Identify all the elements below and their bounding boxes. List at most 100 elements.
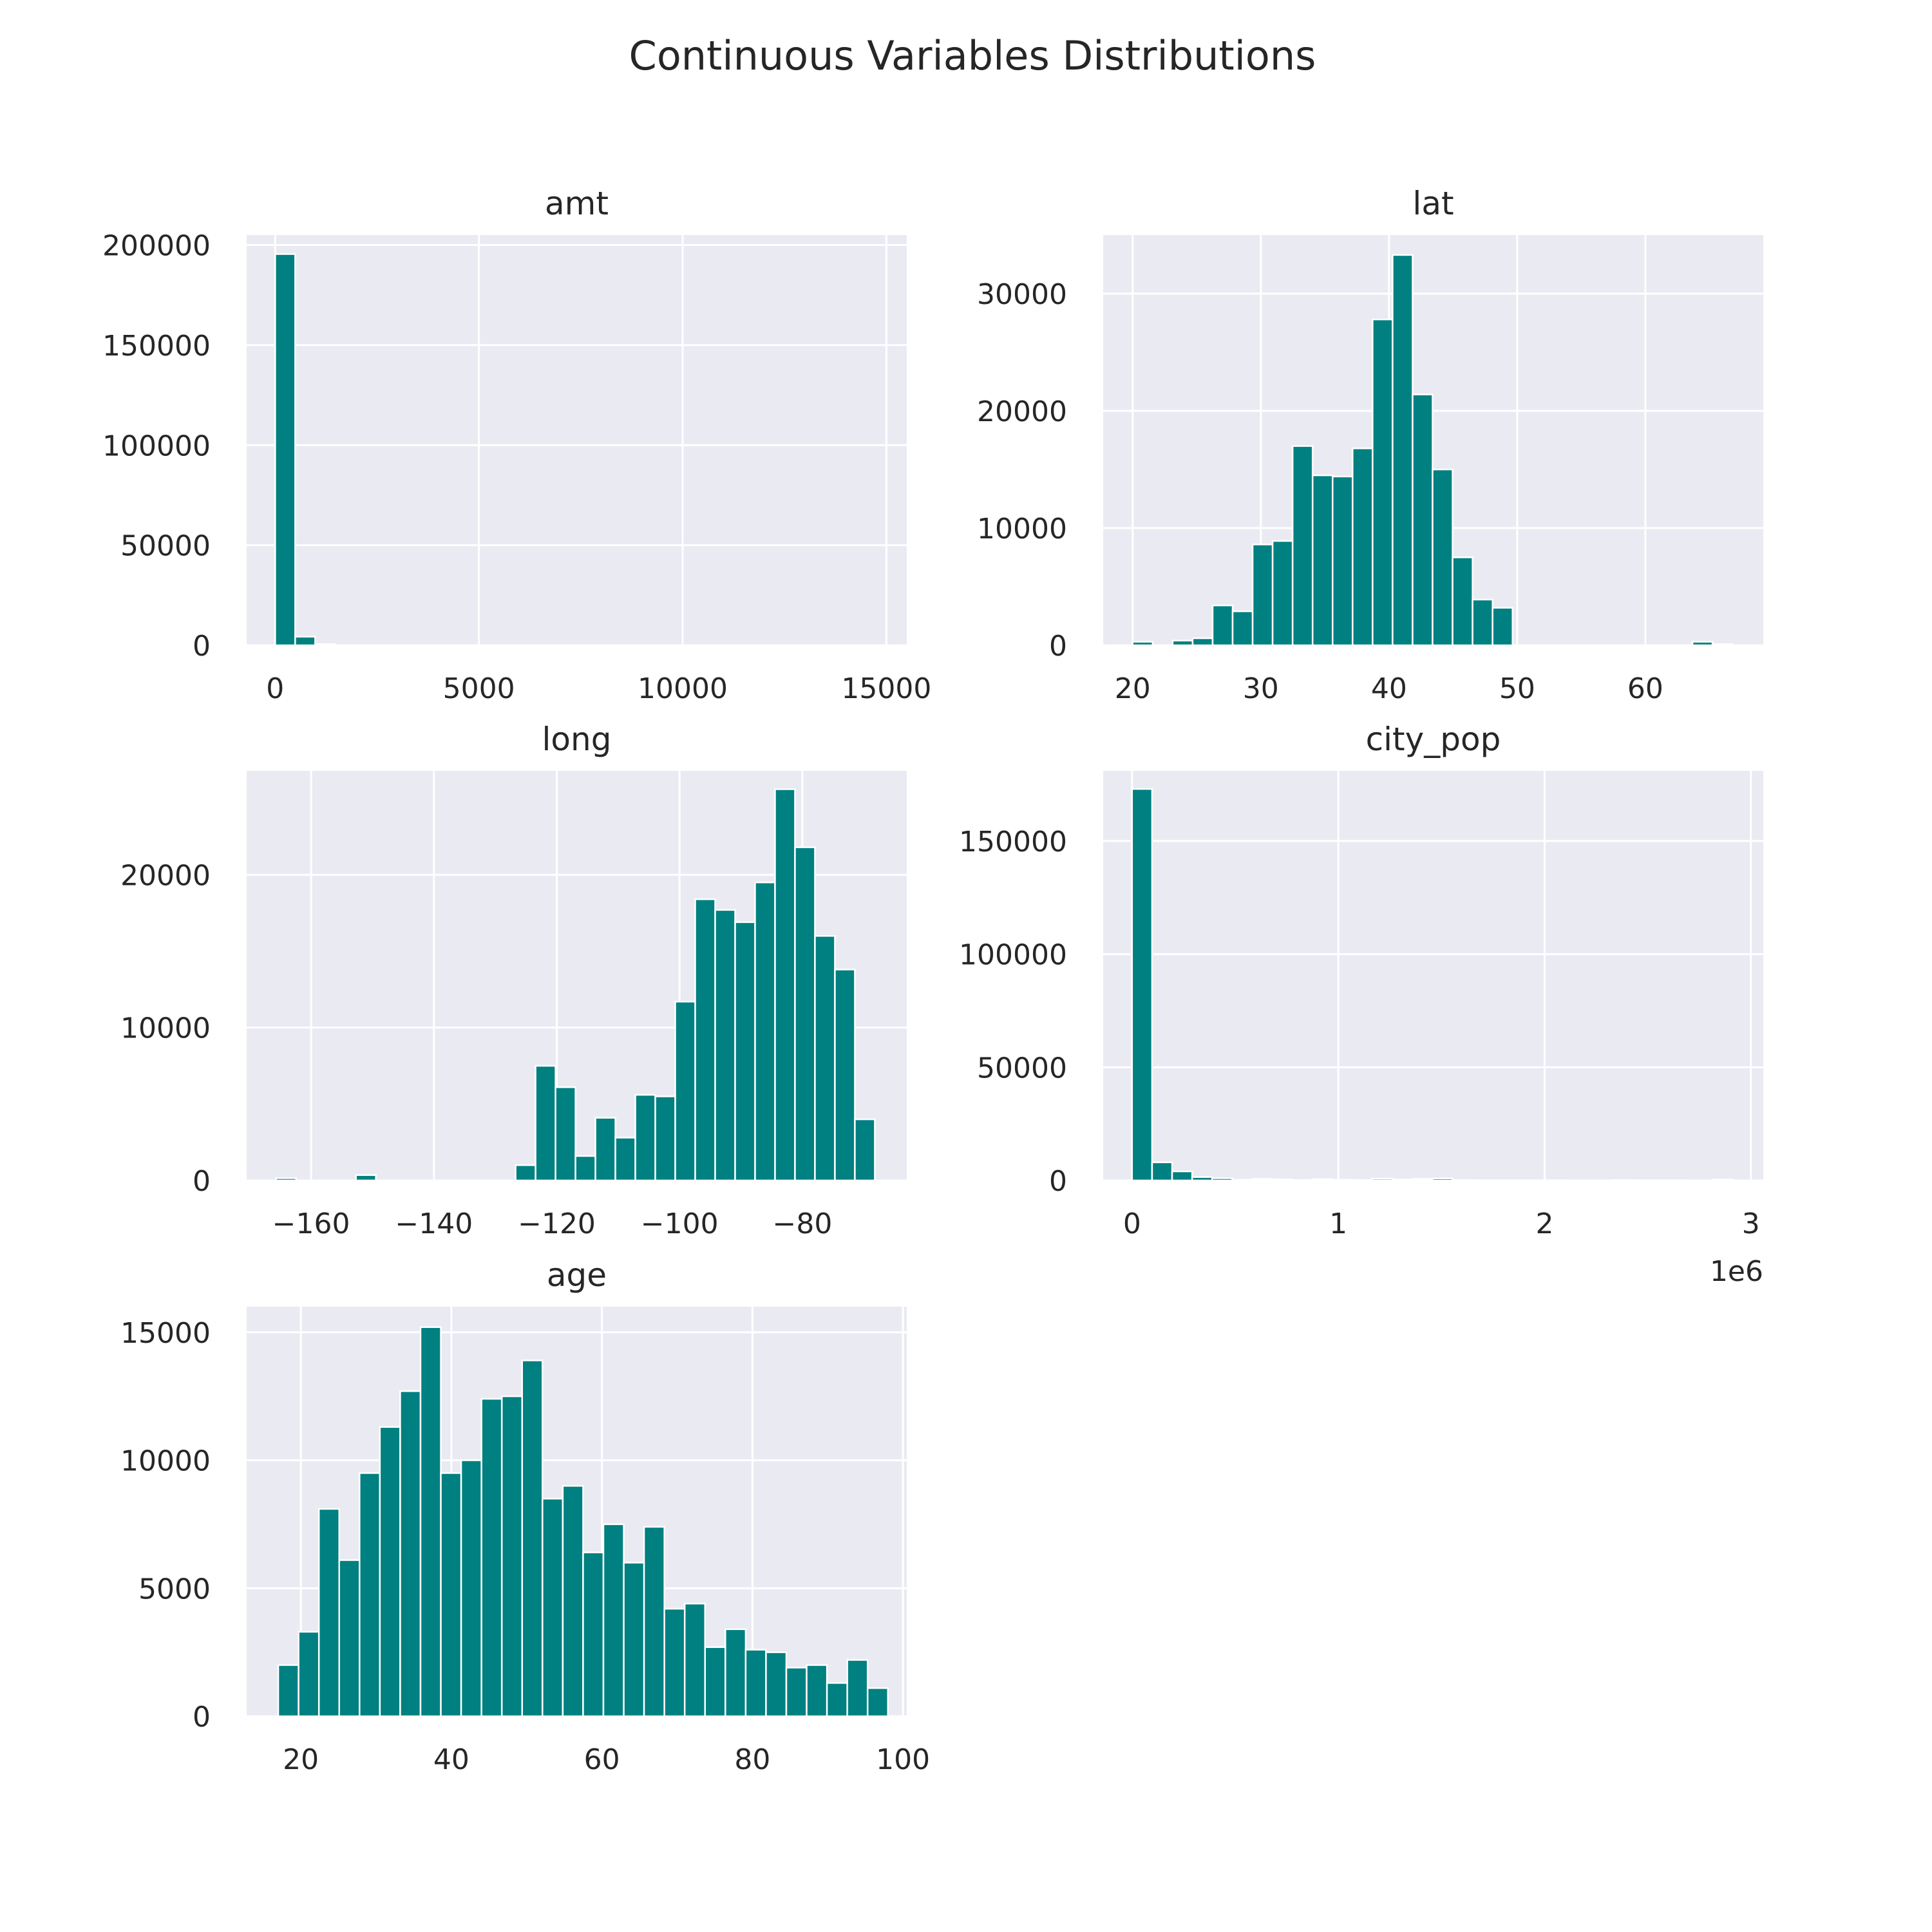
histogram-bar <box>1251 544 1274 647</box>
plot-area <box>247 235 907 645</box>
histogram-bar <box>338 1559 361 1718</box>
histogram-bar <box>294 636 316 647</box>
histogram-bar <box>515 1164 536 1182</box>
histogram-bar <box>724 1628 747 1718</box>
y-tick-label: 0 <box>193 630 211 663</box>
histogram-bar <box>694 898 716 1182</box>
x-tick-label: −160 <box>272 1208 350 1240</box>
histogram-bar <box>275 1177 298 1182</box>
x-tick-label: −140 <box>395 1208 473 1240</box>
histogram-bar <box>1271 1178 1293 1182</box>
histogram-bar <box>785 1667 808 1718</box>
histogram-bar <box>1211 604 1234 647</box>
x-tick-label: 40 <box>1371 672 1407 705</box>
x-tick-label: 0 <box>1123 1208 1141 1240</box>
histogram-bar <box>866 1687 889 1718</box>
histogram-bar <box>554 1086 576 1182</box>
histogram-bar <box>419 1326 442 1718</box>
histogram-bar <box>1332 475 1354 647</box>
histogram-bar <box>1311 1178 1334 1182</box>
subplot-city-pop: city_pop 0 1 2 3 0 50000 100000 150000 1e6 <box>959 721 1763 1288</box>
histogram-bar <box>317 1508 341 1718</box>
x-tick-label: 100 <box>876 1743 930 1776</box>
x-tick-label: 2 <box>1535 1208 1553 1240</box>
y-tick-label: 5000 <box>138 1573 211 1605</box>
histogram-bar <box>623 1562 645 1718</box>
histogram-bar <box>521 1359 544 1718</box>
x-tick-label: 20 <box>1115 672 1151 705</box>
y-tick-label: 0 <box>193 1165 211 1198</box>
histogram-bar <box>1191 1176 1213 1182</box>
y-tick-label: 20000 <box>120 859 211 892</box>
histogram-bar <box>846 1659 869 1718</box>
histogram-bar <box>765 1651 788 1718</box>
y-tick-label: 20000 <box>977 395 1067 428</box>
histogram-bar <box>1372 318 1394 647</box>
y-tick-label: 15000 <box>120 1317 211 1350</box>
subplot-lat: lat 20 30 40 50 60 0 10000 20000 30000 <box>977 185 1763 705</box>
histogram-bar <box>480 1397 503 1718</box>
histogram-bar <box>1412 393 1434 647</box>
histogram-bar <box>704 1646 726 1718</box>
x-tick-label: 0 <box>266 672 284 705</box>
y-tick-label: 0 <box>193 1701 211 1734</box>
histogram-bar <box>1452 556 1473 647</box>
histogram-bar <box>674 1001 696 1182</box>
x-tick-label: 1 <box>1329 1208 1347 1240</box>
histogram-bar <box>826 1682 848 1718</box>
histogram-bar <box>355 1174 377 1182</box>
x-tick-label: 80 <box>734 1743 770 1776</box>
x-tick-label: −100 <box>641 1208 719 1240</box>
histogram-bar <box>602 1523 625 1718</box>
histogram-bar <box>806 1664 828 1718</box>
histogram-bar <box>744 1649 767 1718</box>
subplot-title: city_pop <box>1366 721 1501 758</box>
histogram-bar <box>274 253 296 647</box>
histogram-bar <box>1412 1178 1434 1182</box>
x-tick-label: 15000 <box>841 672 931 705</box>
subplot-title: age <box>547 1256 607 1294</box>
histogram-bar <box>1472 598 1493 647</box>
histogram-bar <box>1432 468 1454 647</box>
histogram-bar <box>562 1485 584 1718</box>
histogram-bar <box>714 909 736 1182</box>
plot-area <box>1103 771 1763 1180</box>
histogram-bar <box>460 1459 482 1718</box>
y-tick-label: 30000 <box>977 278 1067 311</box>
histogram-bar <box>277 1664 299 1718</box>
subplot-title: lat <box>1412 185 1454 222</box>
histogram-bar <box>774 788 796 1182</box>
y-tick-label: 150000 <box>959 826 1067 858</box>
histogram-bar <box>379 1426 401 1718</box>
figure-title: Continuous Variables Distributions <box>629 32 1316 79</box>
y-tick-label: 150000 <box>102 330 211 363</box>
histogram-bar <box>440 1472 462 1718</box>
x-tick-label: −80 <box>772 1208 832 1240</box>
histogram-bar <box>1231 610 1254 647</box>
histogram-bar <box>359 1472 381 1718</box>
x-tick-label: 20 <box>283 1743 319 1776</box>
y-tick-label: 10000 <box>977 513 1067 545</box>
histogram-bar <box>1131 788 1153 1182</box>
y-tick-label: 200000 <box>102 230 211 263</box>
histogram-bar <box>1691 641 1714 647</box>
histogram-bar <box>1371 1177 1394 1182</box>
histogram-bar <box>614 1137 636 1182</box>
histogram-bar <box>683 1602 706 1718</box>
histogram-bar <box>794 846 816 1182</box>
y-tick-label: 0 <box>1049 630 1067 663</box>
histogram-bar <box>582 1551 605 1718</box>
histogram-bar <box>542 1497 564 1718</box>
histogram-bar <box>1311 474 1334 647</box>
histogram-bar <box>643 1526 665 1718</box>
histogram-bar <box>754 881 776 1182</box>
histogram-bar <box>1271 540 1294 647</box>
x-offset-label: 1e6 <box>1710 1255 1763 1288</box>
histogram-bar <box>1392 254 1414 647</box>
y-tick-label: 100000 <box>102 430 211 462</box>
histogram-bar <box>654 1095 676 1182</box>
histogram-bar <box>1492 607 1513 647</box>
x-tick-label: 50 <box>1499 672 1535 705</box>
histogram-bar <box>594 1117 616 1182</box>
